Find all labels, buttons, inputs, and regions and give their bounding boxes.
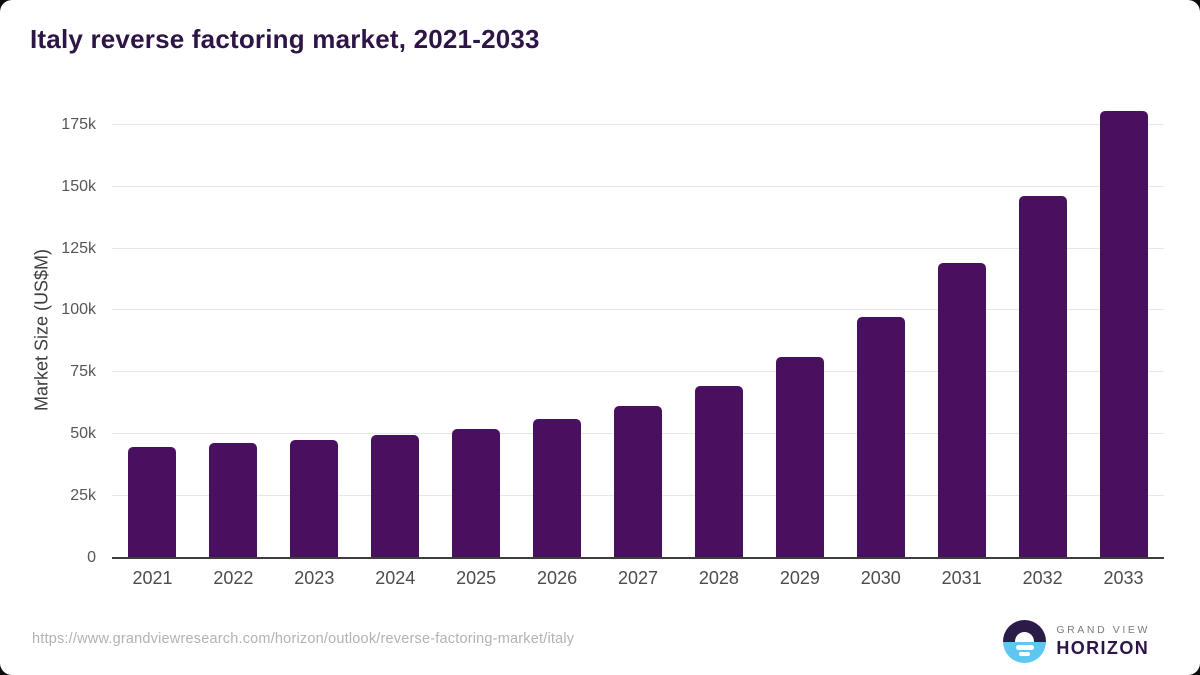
- y-tick-label: 175k: [61, 115, 96, 133]
- logo-text: GRAND VIEW HORIZON: [1056, 624, 1150, 659]
- x-tick-label: 2024: [375, 568, 416, 588]
- horizon-sunrise-icon: [1003, 620, 1047, 663]
- logo-brand-bottom: HORIZON: [1056, 638, 1150, 658]
- grand-view-horizon-logo: GRAND VIEW HORIZON: [1003, 620, 1150, 663]
- x-axis-line: [112, 557, 1164, 559]
- chart-title: Italy reverse factoring market, 2021-203…: [30, 24, 540, 54]
- bar-slot: [112, 100, 193, 558]
- gridline: [112, 371, 1164, 373]
- bar-2030[interactable]: [856, 316, 905, 558]
- logo-reflection-bar: [1015, 645, 1034, 650]
- y-tick-label: 125k: [61, 239, 96, 257]
- bar-2023[interactable]: [290, 439, 339, 558]
- bar-2025[interactable]: [452, 429, 501, 558]
- x-tick-label: 2023: [294, 568, 335, 588]
- x-tick-label: 2031: [941, 568, 982, 588]
- y-tick-label: 150k: [61, 177, 96, 195]
- y-axis-tick-labels: 0 25k 50k 75k 100k 125k 150k 175k: [0, 100, 104, 566]
- bar-slot: [517, 100, 598, 558]
- bar-slot: [193, 100, 274, 558]
- bar-2028[interactable]: [694, 385, 743, 558]
- bars-layer: [112, 100, 1164, 558]
- x-tick-label: 2030: [860, 568, 901, 588]
- logo-sun: [1015, 631, 1035, 642]
- bar-slot: [759, 100, 840, 558]
- x-tick-label: 2026: [537, 568, 578, 588]
- bar-2024[interactable]: [371, 435, 420, 558]
- logo-reflection-bar: [1019, 652, 1031, 656]
- logo-sky-half: [1003, 620, 1047, 642]
- bar-2021[interactable]: [128, 446, 177, 558]
- bar-2029[interactable]: [775, 356, 824, 558]
- y-tick-label: 50k: [70, 425, 96, 443]
- x-tick-label: 2021: [132, 568, 173, 588]
- gridline: [112, 185, 1164, 187]
- y-tick-label: 0: [87, 549, 96, 566]
- gridline: [112, 123, 1164, 125]
- x-tick-label: 2032: [1022, 568, 1063, 588]
- bar-slot: [436, 100, 517, 558]
- bar-2031[interactable]: [937, 262, 986, 558]
- bar-2033[interactable]: [1099, 110, 1148, 558]
- bar-slot: [598, 100, 679, 558]
- y-tick-label: 75k: [70, 363, 96, 381]
- x-tick-label: 2033: [1103, 568, 1144, 588]
- x-axis-tick-labels: 2021 2022 2023 2024 2025 2026 2027 2028 2029 2030…: [112, 568, 1164, 589]
- x-tick-label: 2028: [698, 568, 739, 588]
- y-tick-label: 100k: [61, 301, 96, 319]
- gridline: [112, 309, 1164, 311]
- bar-2022[interactable]: [209, 443, 258, 558]
- bar-slot: [1002, 100, 1083, 558]
- bar-slot: [355, 100, 436, 558]
- logo-brand-top: GRAND VIEW: [1056, 624, 1150, 636]
- bar-2027[interactable]: [613, 405, 662, 558]
- gridline: [112, 247, 1164, 249]
- bar-slot: [678, 100, 759, 558]
- x-tick-label: 2022: [213, 568, 254, 588]
- bar-2026[interactable]: [533, 419, 582, 558]
- bar-2032[interactable]: [1018, 196, 1067, 558]
- bar-slot: [274, 100, 355, 558]
- bar-slot: [921, 100, 1002, 558]
- x-tick-label: 2029: [779, 568, 820, 588]
- x-tick-label: 2027: [617, 568, 659, 588]
- x-tick-label: 2025: [456, 568, 497, 588]
- bar-slot: [1083, 100, 1164, 558]
- y-tick-label: 25k: [70, 487, 96, 505]
- bar-slot: [840, 100, 921, 558]
- source-url: https://www.grandviewresearch.com/horizo…: [32, 631, 575, 647]
